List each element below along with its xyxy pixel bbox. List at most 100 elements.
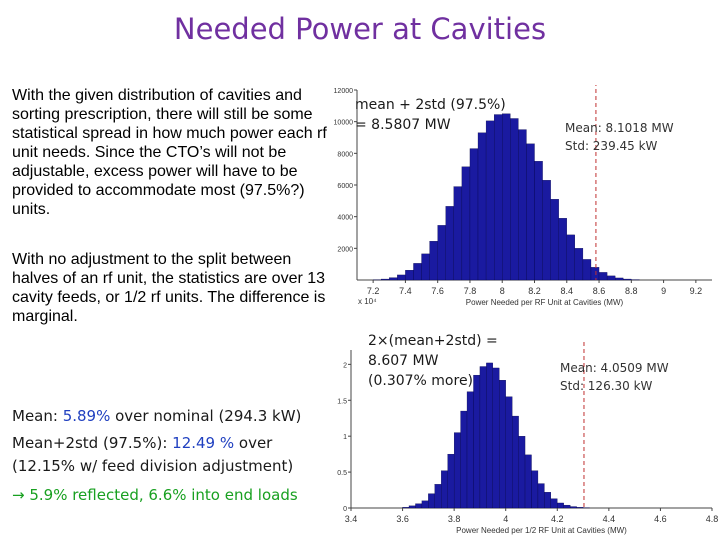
mean2std-stat: Mean+2std (97.5%): 12.49 % over: [12, 434, 272, 453]
histogram-bar: [447, 453, 455, 509]
chart2-marker-label-2: 8.607 MW: [368, 353, 439, 369]
x-axis-label: Power Needed per 1/2 RF Unit at Cavities…: [456, 526, 627, 535]
x-tick-label: 4.6: [654, 514, 667, 524]
x-tick-label: 7.4: [399, 286, 412, 296]
histogram-bar: [531, 470, 539, 509]
chart1-stats-std: Std: 239.45 kW: [565, 139, 658, 153]
y-tick-label: 1.5: [337, 398, 347, 405]
y-tick-label: 1: [343, 434, 347, 441]
mean2std-rest: over: [234, 434, 273, 452]
conclusion-line: → 5.9% reflected, 6.6% into end loads: [12, 486, 298, 505]
mean-value: 5.89%: [62, 407, 111, 425]
histogram-bar: [479, 366, 487, 509]
histogram-bar: [526, 143, 535, 281]
histogram-bar: [558, 218, 567, 281]
histogram-bar: [469, 148, 479, 281]
histogram-bar: [453, 432, 461, 509]
x-tick-label: 4.2: [551, 514, 564, 524]
chart2-marker-label-3: (0.307% more): [368, 373, 474, 389]
x-tick-label: 4.4: [603, 514, 616, 524]
x-tick-label: 3.6: [396, 514, 409, 524]
histogram-bar: [441, 470, 448, 509]
x-axis-label: Power Needed per RF Unit at Cavities (MW…: [466, 298, 624, 307]
histogram-bar: [461, 166, 471, 281]
histogram-bar: [537, 483, 545, 509]
histogram-bar: [437, 225, 446, 281]
histogram-bar: [445, 206, 454, 281]
y-tick-label: 8000: [337, 151, 353, 158]
x-tick-label: 3.8: [448, 514, 461, 524]
histogram-bar: [473, 374, 481, 509]
histogram-bar: [421, 500, 429, 509]
chart1-marker-label-1: mean + 2std (97.5%): [355, 97, 506, 113]
x-tick-label: 9: [661, 286, 666, 296]
x-tick-label: 7.6: [431, 286, 444, 296]
y-tick-label: 6000: [337, 183, 353, 190]
histogram-bar: [397, 274, 406, 281]
histogram-bar: [623, 278, 632, 281]
histogram-bar: [518, 436, 526, 509]
y-tick-label: 2000: [337, 246, 353, 253]
histogram-bar: [415, 503, 423, 509]
x-tick-label: 8.4: [561, 286, 574, 296]
x-tick-label: 8.6: [593, 286, 606, 296]
histogram-bar: [544, 492, 551, 509]
histogram-bar: [502, 113, 511, 281]
histogram-bar: [453, 186, 463, 281]
x-tick-label: 8.8: [625, 286, 638, 296]
histogram-bar: [542, 180, 551, 281]
histogram-bar: [512, 415, 519, 509]
y-tick-label: 2: [343, 362, 347, 369]
slide-title: Needed Power at Cavities: [173, 12, 547, 46]
x-tick-label: 7.8: [464, 286, 477, 296]
histogram-bar: [428, 493, 435, 509]
histogram-bar: [518, 129, 527, 281]
mean2std-label: Mean+2std (97.5%):: [12, 434, 173, 452]
x-tick-label: 8: [500, 286, 505, 296]
histogram-bar: [590, 267, 600, 281]
chart2-stats-mean: Mean: 4.0509 MW: [560, 361, 669, 375]
histogram-bar: [505, 396, 513, 509]
histogram-bar: [485, 120, 495, 281]
histogram-bar: [389, 277, 398, 281]
histogram-bar: [576, 507, 584, 509]
x-tick-label: 9.2: [690, 286, 703, 296]
histogram-bar: [413, 263, 422, 281]
histogram-bar: [557, 502, 564, 509]
y-tick-label: 12000: [334, 88, 354, 95]
histogram-bar: [492, 367, 500, 509]
histogram-bar: [582, 259, 592, 281]
chart1-stats-mean: Mean: 8.1018 MW: [565, 121, 674, 135]
histogram-bar: [574, 248, 584, 281]
chart2-marker-label-1: 2×(mean+2std) =: [368, 333, 498, 349]
histogram-bar: [615, 277, 624, 281]
x-tick-label: 4: [503, 514, 508, 524]
histogram-bar: [606, 275, 616, 281]
x-tick-label: 3.4: [345, 514, 358, 524]
mean-stat: Mean: 5.89% over nominal (294.3 kW): [12, 407, 301, 426]
histogram-bar: [429, 241, 438, 281]
histogram-bar: [486, 362, 493, 509]
x-tick-label: 8.2: [528, 286, 541, 296]
histogram-bar: [421, 253, 430, 281]
mean-label: Mean:: [12, 407, 63, 425]
histogram-bar: [434, 484, 442, 509]
histogram-bar: [563, 504, 571, 509]
conclusion-text: 5.9% reflected, 6.6% into end loads: [24, 486, 298, 504]
histogram-bar: [534, 161, 543, 281]
histogram-bar: [566, 234, 575, 281]
histogram-bar: [405, 270, 414, 281]
histogram-bar: [466, 391, 474, 509]
histogram-bar: [570, 506, 577, 509]
mean-rest: over nominal (294.3 kW): [110, 407, 302, 425]
histogram-bar: [550, 199, 559, 281]
mean2std-value: 12.49 %: [172, 434, 235, 452]
x-axis-multiplier: x 10⁴: [358, 297, 377, 306]
x-tick-label: 4.8: [706, 514, 719, 524]
x-tick-label: 7.2: [367, 286, 380, 296]
mean2std-adjusted: (12.15% w/ feed division adjustment): [12, 457, 294, 475]
histogram-bar: [550, 498, 558, 509]
chart2-stats-std: Std: 126.30 kW: [560, 379, 653, 393]
y-tick-label: 4000: [337, 215, 353, 222]
histogram-bar: [402, 507, 410, 509]
